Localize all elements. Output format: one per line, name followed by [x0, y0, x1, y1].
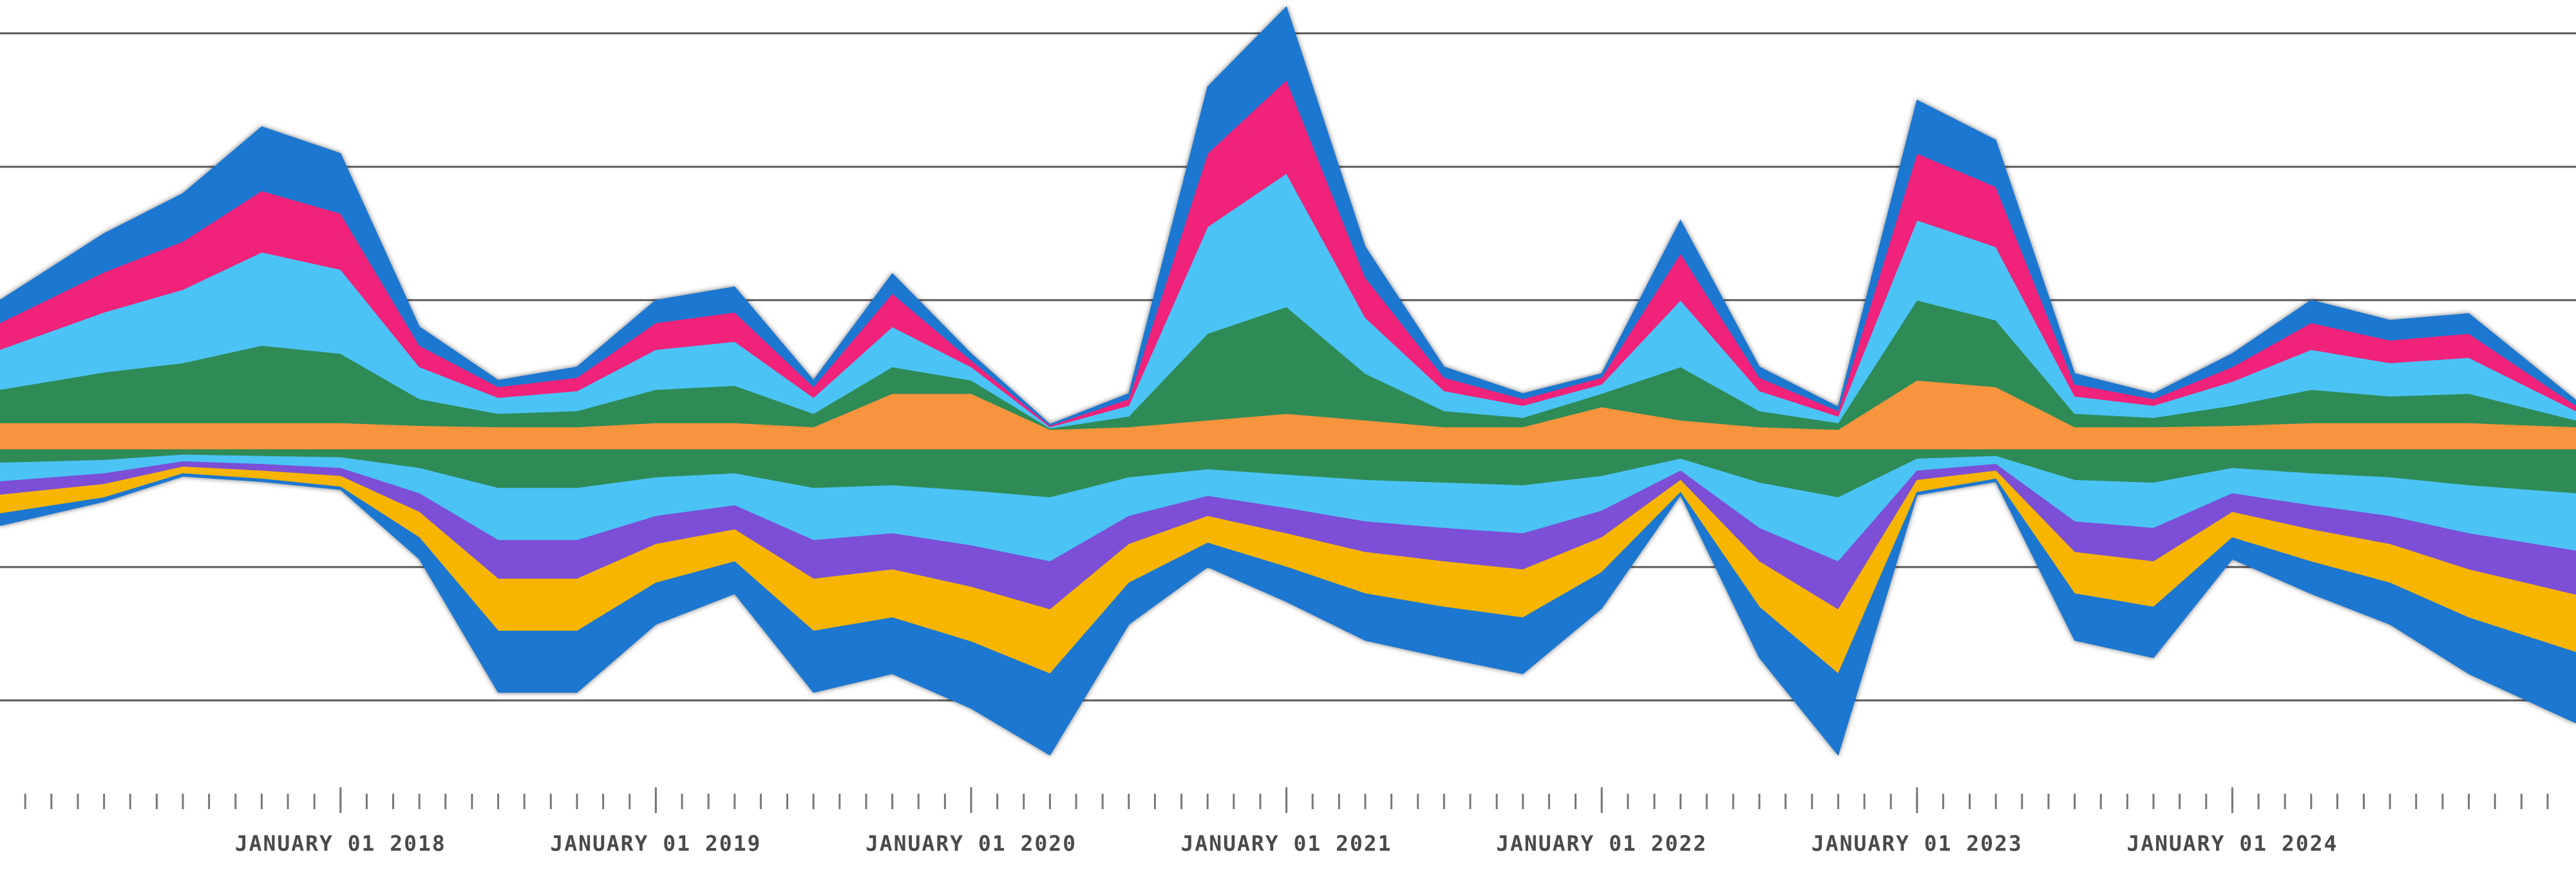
- stream-layer: [0, 433, 2576, 450]
- stream-layer: [0, 6, 2576, 427]
- x-tick-label: JANUARY 01 2024: [2126, 831, 2338, 856]
- x-tick-label: JANUARY 01 2021: [1181, 831, 1392, 856]
- x-tick-label: JANUARY 01 2022: [1496, 831, 1707, 856]
- stream-layer: [0, 473, 2576, 756]
- streams: [0, 6, 2576, 756]
- x-tick-label: JANUARY 01 2020: [866, 831, 1077, 856]
- x-tick-label: JANUARY 01 2019: [550, 831, 761, 856]
- x-axis: JANUARY 01 2018 JANUARY 01 2019 JANUARY 01…: [24, 787, 2549, 856]
- x-tick-label: JANUARY 01 2018: [235, 831, 446, 856]
- x-tick-label: JANUARY 01 2023: [1812, 831, 2023, 856]
